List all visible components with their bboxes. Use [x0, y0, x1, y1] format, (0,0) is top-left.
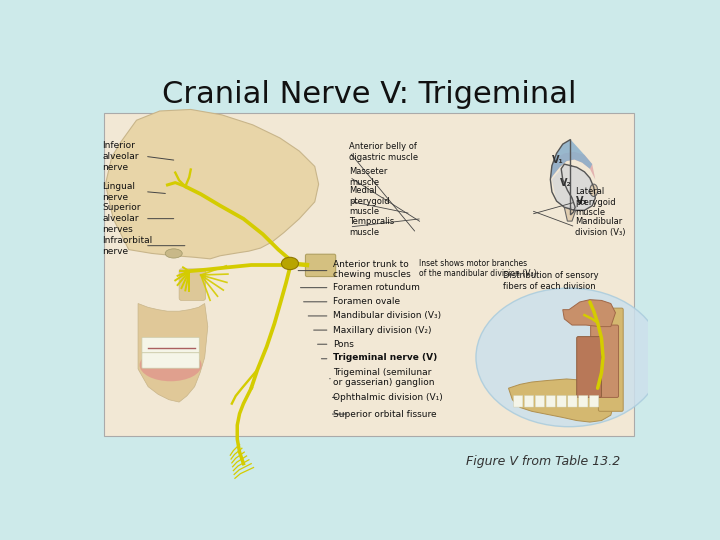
- Ellipse shape: [165, 249, 182, 258]
- Text: Foramen rotundum: Foramen rotundum: [333, 283, 420, 292]
- Text: Inset shows motor branches
of the mandibular division (V₃): Inset shows motor branches of the mandib…: [419, 259, 537, 278]
- Text: Mandibular division (V₃): Mandibular division (V₃): [333, 312, 441, 320]
- Polygon shape: [550, 139, 593, 179]
- Polygon shape: [138, 303, 208, 402]
- Text: Distribution of sensory
fibers of each division: Distribution of sensory fibers of each d…: [503, 271, 598, 291]
- Text: V₁: V₁: [552, 154, 564, 165]
- Text: Cranial Nerve V: Trigeminal: Cranial Nerve V: Trigeminal: [162, 79, 576, 109]
- Text: Foramen ovale: Foramen ovale: [333, 298, 400, 306]
- Polygon shape: [563, 300, 616, 327]
- FancyBboxPatch shape: [579, 395, 588, 407]
- Polygon shape: [552, 164, 595, 211]
- Ellipse shape: [476, 288, 662, 427]
- FancyBboxPatch shape: [179, 269, 205, 300]
- Text: Lateral
pterygoid
muscle: Lateral pterygoid muscle: [575, 187, 616, 217]
- Text: Superior
alveolar
nerves: Superior alveolar nerves: [102, 203, 141, 234]
- Text: Pons: Pons: [333, 340, 354, 349]
- Text: Anterior belly of
digastric muscle: Anterior belly of digastric muscle: [349, 143, 418, 162]
- Polygon shape: [550, 152, 595, 179]
- FancyBboxPatch shape: [305, 254, 336, 276]
- Text: Inferior
alveolar
nerve: Inferior alveolar nerve: [102, 141, 139, 172]
- Polygon shape: [564, 207, 577, 221]
- Polygon shape: [508, 379, 614, 422]
- FancyBboxPatch shape: [598, 308, 624, 411]
- FancyBboxPatch shape: [513, 395, 523, 407]
- FancyBboxPatch shape: [557, 395, 566, 407]
- Text: Maxillary division (V₂): Maxillary division (V₂): [333, 326, 431, 335]
- Text: Ophthalmic division (V₁): Ophthalmic division (V₁): [333, 393, 443, 402]
- Text: V₃: V₃: [576, 196, 588, 206]
- Ellipse shape: [140, 349, 202, 381]
- FancyBboxPatch shape: [524, 395, 534, 407]
- Text: Trigeminal (semilunar
or gasserian) ganglion: Trigeminal (semilunar or gasserian) gang…: [333, 368, 434, 387]
- Text: Anterior trunk to
chewing muscles: Anterior trunk to chewing muscles: [333, 260, 410, 279]
- Text: Figure V from Table 13.2: Figure V from Table 13.2: [466, 455, 620, 468]
- FancyBboxPatch shape: [577, 336, 601, 397]
- Text: Medial
pterygoid
muscle: Medial pterygoid muscle: [349, 186, 390, 216]
- Polygon shape: [106, 110, 319, 259]
- FancyBboxPatch shape: [568, 395, 577, 407]
- FancyBboxPatch shape: [535, 395, 544, 407]
- Text: Mandibular
division (V₃): Mandibular division (V₃): [575, 217, 626, 237]
- FancyBboxPatch shape: [142, 353, 199, 368]
- Ellipse shape: [590, 184, 598, 197]
- FancyBboxPatch shape: [590, 325, 618, 397]
- FancyBboxPatch shape: [142, 338, 199, 353]
- Text: Superior orbital fissure: Superior orbital fissure: [333, 409, 436, 418]
- Ellipse shape: [282, 257, 299, 269]
- Text: V₂: V₂: [560, 178, 572, 187]
- FancyBboxPatch shape: [590, 395, 599, 407]
- FancyBboxPatch shape: [546, 395, 555, 407]
- Text: Temporalis
muscle: Temporalis muscle: [349, 217, 395, 237]
- Text: Lingual
nerve: Lingual nerve: [102, 181, 135, 201]
- Text: Trigeminal nerve (V): Trigeminal nerve (V): [333, 354, 437, 362]
- Text: Masseter
muscle: Masseter muscle: [349, 167, 388, 187]
- FancyBboxPatch shape: [104, 112, 634, 436]
- Text: Infraorbital
nerve: Infraorbital nerve: [102, 235, 153, 256]
